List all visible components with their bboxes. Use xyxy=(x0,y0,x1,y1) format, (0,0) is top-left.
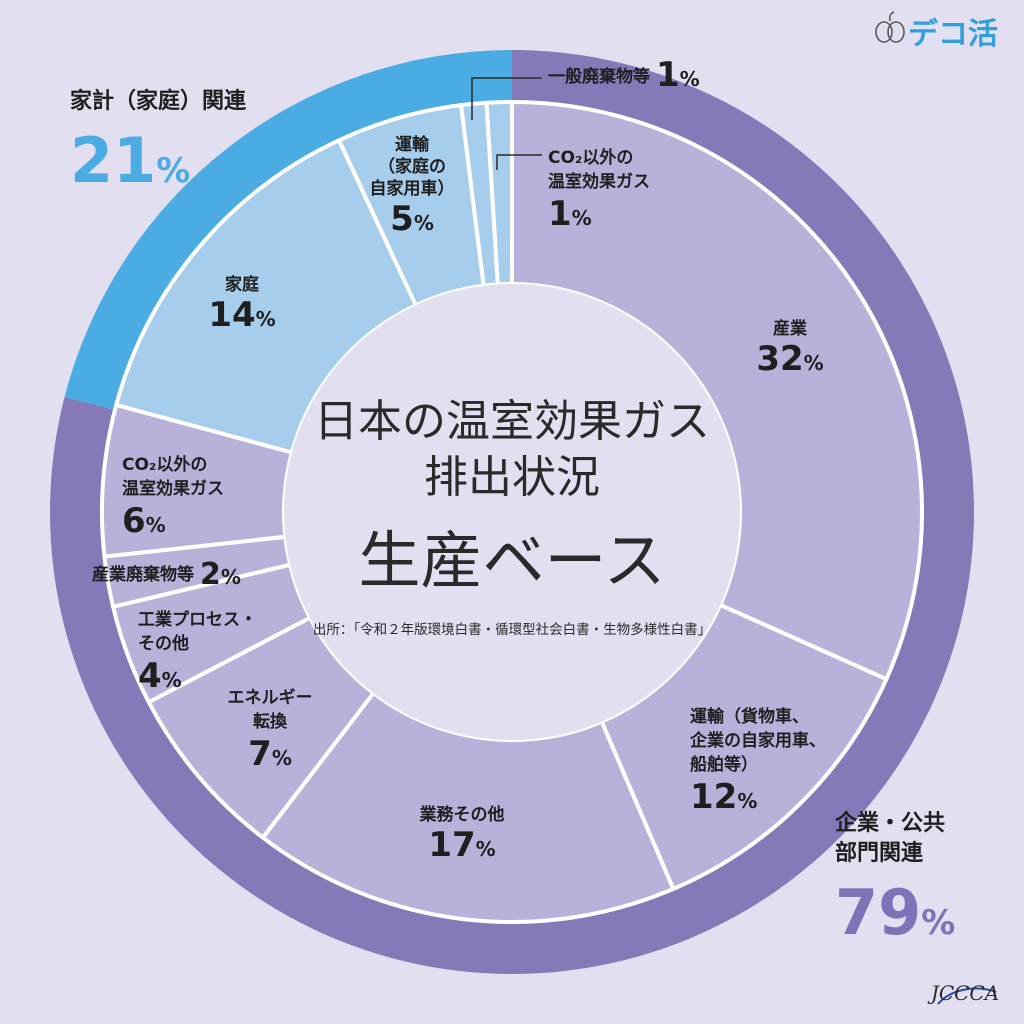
leader-line-10 xyxy=(496,154,542,170)
group-name-line: 家計（家庭）関連 xyxy=(70,88,247,114)
group-value: 79% xyxy=(835,876,955,949)
slice-name-line: 企業の自家用車、 xyxy=(689,730,826,751)
center-subtitle: 生産ベース xyxy=(359,524,666,597)
slice-name-line: CO₂以外の xyxy=(122,454,207,475)
slice-value: 12% xyxy=(690,777,757,817)
slice-name-line: 船舶等） xyxy=(690,754,758,775)
inner-label-1: 運輸（貨物車、企業の自家用車、船舶等）12% xyxy=(689,706,826,817)
slice-name-line: 温室効果ガス xyxy=(548,171,650,192)
slice-name: 一般廃棄物等 xyxy=(548,66,650,87)
source-note: 出所：「令和２年版環境白書・循環型社会白書・生物多様性白書」 xyxy=(313,621,711,638)
slice-value: 1% xyxy=(548,194,592,234)
jccca-logo: JCCCA xyxy=(927,981,999,1005)
slice-value: 17% xyxy=(428,825,495,865)
leader-line-9 xyxy=(471,77,542,120)
slice-value: 7% xyxy=(248,734,292,774)
slice-value: 5% xyxy=(390,199,434,239)
inner-label-5: 産業廃棄物等 2% xyxy=(92,557,241,592)
slice-value: 4% xyxy=(138,656,182,696)
slice-value: 32% xyxy=(756,339,823,379)
slice-name-line: 自家用車） xyxy=(370,178,455,199)
outer-ring xyxy=(49,50,974,974)
slice-name-line: 運輸 xyxy=(395,134,430,155)
slice-name-line: 業務その他 xyxy=(420,804,505,825)
jccca-swoosh-icon xyxy=(937,987,997,1005)
jccca-text: JCCCA xyxy=(927,981,999,1005)
inner-label-9: 一般廃棄物等 1% xyxy=(548,55,700,95)
group-name-line: 部門関連 xyxy=(835,840,924,866)
slice-name-line: 工業プロセス・ xyxy=(138,609,257,630)
slice-name-line: 温室効果ガス xyxy=(122,478,224,499)
slice-value: 14% xyxy=(208,295,275,335)
outer-label-1: 家計（家庭）関連 21% xyxy=(70,88,247,197)
slice-name-line: 運輸（貨物車、 xyxy=(690,706,809,727)
outer-slice-1 xyxy=(64,50,512,411)
slice-name-line: 産業 xyxy=(773,318,807,339)
slice-value: 1% xyxy=(656,55,700,95)
slice-value: 6% xyxy=(122,501,166,541)
slice-name: 産業廃棄物等 xyxy=(92,564,194,585)
slice-name-line: CO₂以外の xyxy=(548,147,633,168)
group-name-line: 企業・公共 xyxy=(834,810,945,836)
slice-name-line: 家庭 xyxy=(225,274,259,295)
slice-value: 2% xyxy=(200,557,241,592)
logo-text: デコ活 xyxy=(908,17,998,52)
group-value: 21% xyxy=(70,124,190,197)
leader-lines xyxy=(471,77,542,170)
inner-ring xyxy=(100,100,924,924)
slice-name-line: その他 xyxy=(138,633,189,654)
slice-name-line: エネルギー xyxy=(228,688,313,708)
slice-name-line: 転換 xyxy=(253,711,288,732)
center-title-line-2: 排出状況 xyxy=(424,452,600,503)
center-hole xyxy=(284,284,740,740)
slice-name-line: （家庭の xyxy=(378,156,446,177)
apple-icon xyxy=(875,11,905,43)
center-title-line-1: 日本の温室効果ガス xyxy=(314,396,710,447)
deco-katsu-logo: デコ活 xyxy=(875,11,998,52)
